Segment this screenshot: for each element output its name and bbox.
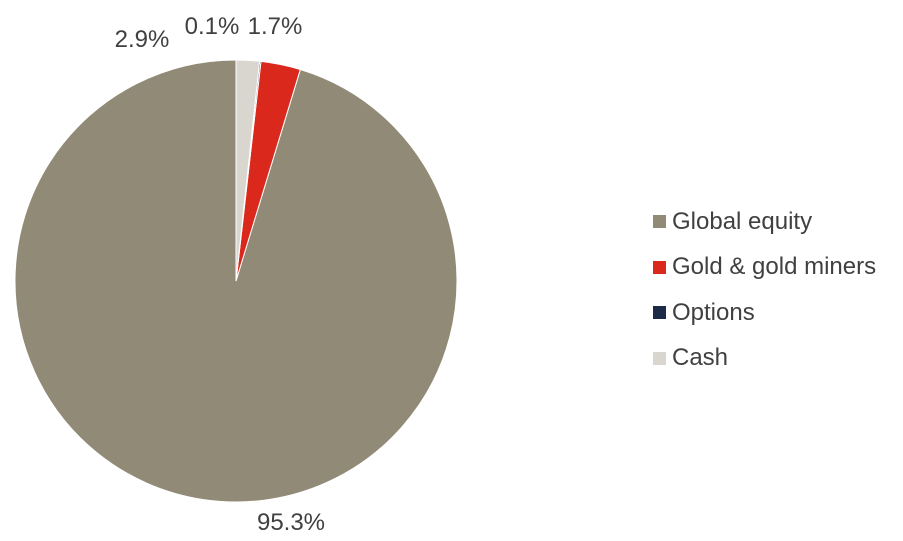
- legend-item-global-equity: Global equity: [653, 199, 903, 245]
- legend-swatch-global-equity: [653, 215, 666, 229]
- data-label-global-equity: 95.3%: [257, 509, 325, 536]
- legend-label-cash: Cash: [672, 344, 729, 372]
- data-label-gold-gold-miners: 2.9%: [115, 26, 170, 53]
- data-label-options: 0.1%: [185, 13, 240, 40]
- legend-item-cash: Cash: [653, 336, 903, 382]
- legend-label-global-equity: Global equity: [672, 207, 813, 235]
- data-label-cash: 1.7%: [248, 13, 303, 40]
- legend-item-gold-gold-miners: Gold & gold miners: [653, 245, 903, 291]
- pie-slice-cash: [235, 59, 261, 282]
- legend-swatch-gold-gold-miners: [653, 260, 666, 274]
- legend-item-options: Options: [653, 290, 903, 336]
- legend-label-gold-gold-miners: Gold & gold miners: [672, 253, 877, 281]
- legend-label-options: Options: [672, 298, 755, 326]
- legend-swatch-cash: [653, 351, 666, 365]
- legend-swatch-options: [653, 306, 666, 320]
- chart-legend: Global equity Gold & gold miners Options…: [653, 199, 903, 381]
